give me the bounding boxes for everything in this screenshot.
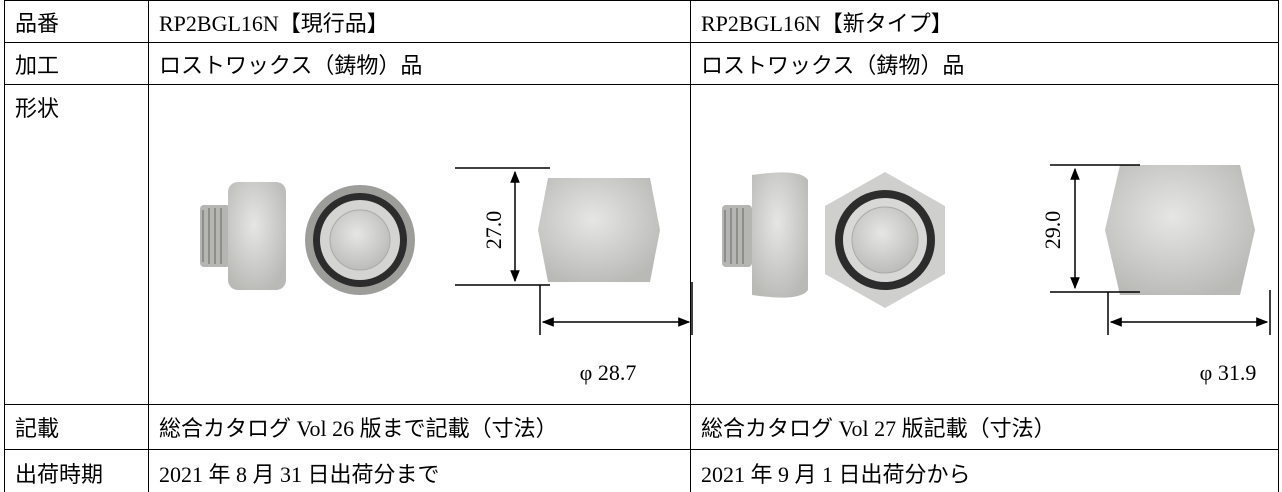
- row: 品番 RP2BGL16N【現行品】 RP2BGL16N【新タイプ】: [4, 0, 1279, 43]
- cell: ロストワックス（鋳物）品: [690, 42, 1279, 85]
- cell: 2021 年 8 月 31 日出荷分まで: [148, 449, 691, 492]
- row: 記載 総合カタログ Vol 26 版まで記載（寸法） 総合カタログ Vol 27 版…: [4, 404, 1279, 450]
- cell: [148, 84, 691, 405]
- cell: 形状: [4, 84, 149, 405]
- cell: 総合カタログ Vol 27 版記載（寸法）: [690, 404, 1279, 450]
- cell: 品番: [4, 0, 149, 43]
- cell: [690, 84, 1279, 405]
- cell: 出荷時期: [4, 449, 149, 492]
- cell: RP2BGL16N【新タイプ】: [690, 0, 1279, 43]
- cell: RP2BGL16N【現行品】: [148, 0, 691, 43]
- row: 出荷時期 2021 年 8 月 31 日出荷分まで 2021 年 9 月 1 日出荷…: [4, 449, 1279, 492]
- cell: 加工: [4, 42, 149, 85]
- cell: 2021 年 9 月 1 日出荷分から: [690, 449, 1279, 492]
- row: 形状: [4, 84, 1279, 405]
- cell: 記載: [4, 404, 149, 450]
- row: 加工 ロストワックス（鋳物）品 ロストワックス（鋳物）品: [4, 42, 1279, 85]
- spec-table: 品番 RP2BGL16N【現行品】 RP2BGL16N【新タイプ】 加工 ロストワック…: [4, 0, 1279, 492]
- cell: 総合カタログ Vol 26 版まで記載（寸法）: [148, 404, 691, 450]
- cell: ロストワックス（鋳物）品: [148, 42, 691, 85]
